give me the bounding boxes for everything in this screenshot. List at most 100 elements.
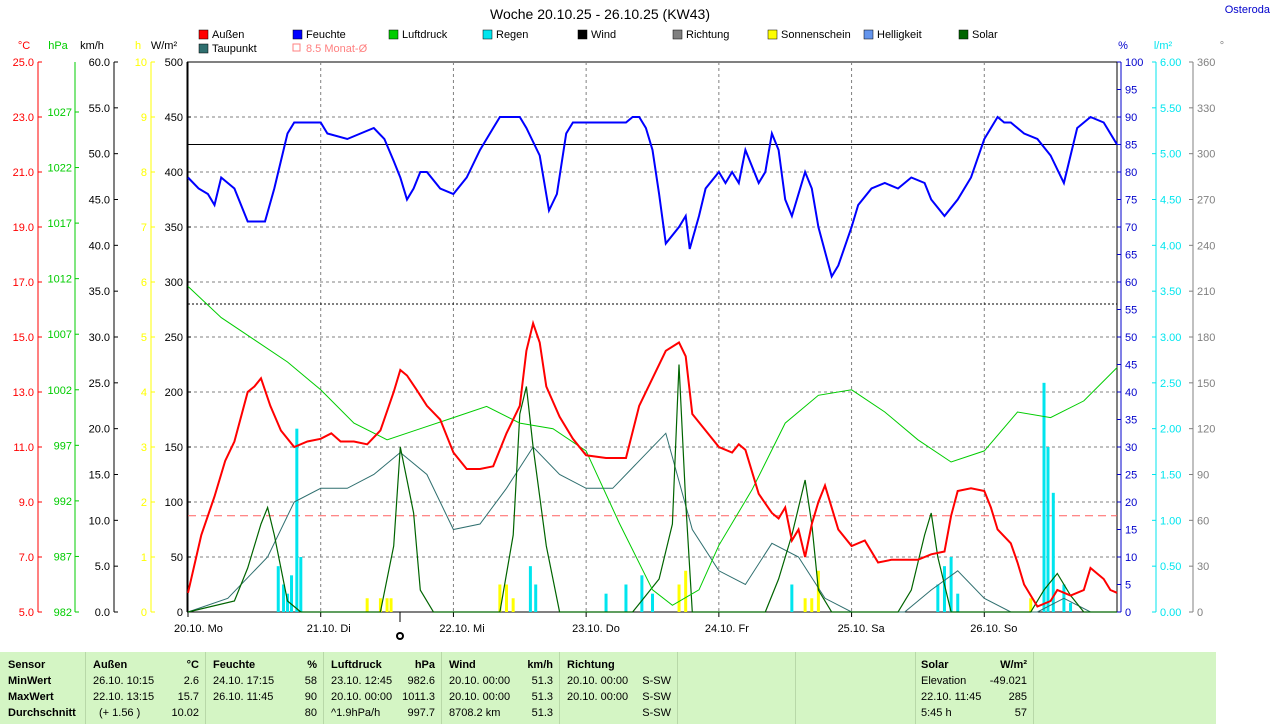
series-line-außen: [187, 319, 1118, 608]
legend-swatch: [577, 29, 588, 40]
weather-chart: Woche 20.10.25 - 26.10.25 (KW43) Außen Fe…: [13, 6, 1224, 640]
legend-label: Helligkeit: [877, 29, 922, 41]
axis-tick-label: 6.00: [1160, 57, 1181, 69]
stats-wind-col: Wind km/h 20.10. 00:00 51.3 20.10. 00:00…: [441, 652, 560, 724]
legend: Außen Feuchte Luftdruck Regen Wind Richtung So…: [198, 29, 998, 55]
series-line-feuchte: [187, 115, 1118, 280]
sunshine-bar: [677, 584, 681, 612]
axis-tick-label: 240: [1197, 240, 1215, 252]
stats-time: Elevation: [921, 675, 967, 687]
axis-tick-label: 80: [1125, 167, 1137, 179]
axis-tick-label: 7: [141, 222, 147, 234]
station-name[interactable]: Osteroda: [1224, 4, 1270, 16]
legend-label: Taupunkt: [212, 43, 257, 55]
stats-value: S-SW: [642, 707, 671, 719]
axis-unit: W/m²: [151, 40, 178, 52]
axis-tick-label: 55: [1125, 305, 1137, 317]
axis-tick-label: 25: [1125, 470, 1137, 482]
axis-tick-label: 20: [1125, 497, 1137, 509]
rain-bar: [295, 428, 299, 612]
x-tick-label: 20.10. Mo: [174, 623, 223, 635]
axis-unit: °: [1220, 40, 1224, 52]
axis-tick-label: 1022: [48, 163, 72, 175]
axis-tick-label: 30: [1197, 561, 1209, 573]
sunshine-bar: [810, 598, 814, 612]
axis-tick-label: 270: [1197, 195, 1215, 207]
axis-tick-label: 70: [1125, 222, 1137, 234]
rain-bar: [942, 566, 946, 612]
x-tick-label: 26.10. So: [970, 623, 1017, 635]
sunshine-bar: [385, 598, 389, 612]
axis-tick-label: 35: [1125, 415, 1137, 427]
stats-header: Luftdruck: [331, 659, 382, 671]
sunshine-bar: [511, 598, 515, 612]
axis-tick-label: 500: [165, 57, 183, 69]
rain-bar: [604, 593, 608, 612]
stats-time: 5:45 h: [921, 707, 952, 719]
axis-tick-label: 100: [1125, 57, 1143, 69]
stats-time: 20.10. 00:00: [567, 675, 629, 687]
axis-tick-label: 987: [54, 551, 72, 563]
axis-unit: hPa: [48, 40, 68, 52]
axis-tick-label: 50.0: [89, 149, 110, 161]
now-marker-dot: [398, 634, 402, 638]
axis-tick-label: 100: [165, 497, 183, 509]
axis-tick-label: 300: [1197, 149, 1215, 161]
axis-tick-label: 2.00: [1160, 424, 1181, 436]
stats-empty-col: [677, 652, 796, 724]
axis-tick-label: 0: [1197, 607, 1203, 619]
sunshine-bar: [365, 598, 369, 612]
axis-tick-label: 30: [1125, 442, 1137, 454]
legend-label: Sonnenschein: [781, 29, 851, 41]
stats-value: 10.02: [171, 707, 199, 719]
sunshine-bar: [389, 598, 393, 612]
rain-bar: [936, 584, 940, 612]
axis-tick-label: 150: [165, 442, 183, 454]
stats-value: 15.7: [177, 691, 199, 703]
axis-tick-label: 75: [1125, 195, 1137, 207]
axis-tick-label: 1007: [48, 329, 72, 341]
x-tick-label: 25.10. Sa: [838, 623, 886, 635]
axis-tick-label: 10: [135, 57, 147, 69]
stats-solar-col: Solar W/m² Elevation -49.021 22.10. 11:4…: [915, 652, 1034, 724]
stats-header: Außen: [93, 659, 128, 671]
axis-tick-label: 3.00: [1160, 332, 1181, 344]
legend-swatch: [767, 29, 778, 40]
axis-tick-label: 5: [141, 332, 147, 344]
stats-unit: °C: [186, 659, 199, 671]
axis-tick-label: 0.00: [1160, 607, 1181, 619]
axis-tick-label: 95: [1125, 85, 1137, 97]
sunshine-bar: [816, 570, 820, 612]
axis-tick-label: 15.0: [89, 470, 110, 482]
axis-tick-label: 90: [1197, 470, 1209, 482]
sunshine-bar: [684, 570, 688, 612]
axis-tick-label: 5.50: [1160, 103, 1181, 115]
legend-swatch: [863, 29, 874, 40]
stats-header: Wind: [449, 659, 476, 671]
axis-tick-label: 23.0: [13, 112, 34, 124]
stats-time: 26.10. 11:45: [213, 691, 274, 703]
axis-tick-label: 4: [141, 387, 147, 399]
legend-label: Außen: [212, 29, 244, 41]
axis-tick-label: 40: [1125, 387, 1137, 399]
rain-bar: [1042, 382, 1046, 612]
axis-unit: h: [135, 40, 141, 52]
legend-label: Richtung: [686, 29, 729, 41]
axes: 20.10. Mo 21.10. Di 22.10. Mi 23.10. Do 24.1…: [13, 40, 1224, 640]
axis-unit: km/h: [80, 40, 104, 52]
axis-tick-label: 60: [1197, 515, 1209, 527]
axis-tick-label: 120: [1197, 424, 1215, 436]
stats-time: 22.10. 13:15: [93, 691, 155, 703]
stats-richtung-col: Richtung 20.10. 00:00 S-SW 20.10. 00:00 …: [559, 652, 678, 724]
rain-bar: [534, 584, 538, 612]
stats-value: -49.021: [989, 675, 1027, 687]
stats-unit: W/m²: [1000, 659, 1027, 671]
stats-time: 20.10. 00:00: [331, 691, 393, 703]
rain-bar: [299, 557, 303, 612]
axis-tick-label: 6: [141, 277, 147, 289]
rain-bar: [1046, 447, 1050, 612]
stats-panel: Sensor MinWert MaxWert Durchschnitt Auße…: [0, 652, 1216, 724]
legend-label: Solar: [972, 29, 998, 41]
axis-tick-label: 210: [1197, 286, 1215, 298]
rain-bar: [790, 584, 794, 612]
